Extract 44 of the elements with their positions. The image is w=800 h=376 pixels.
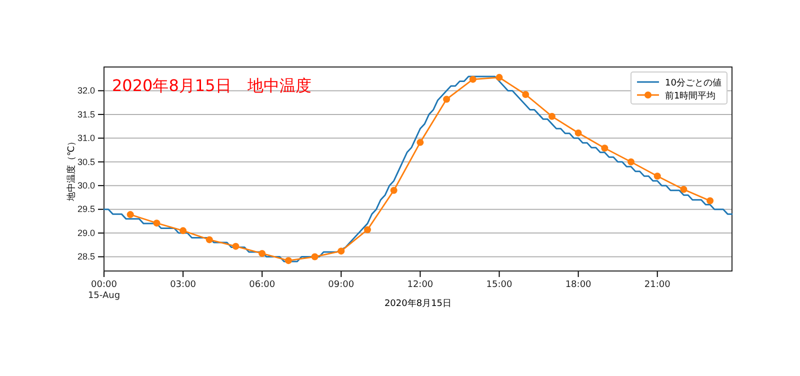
y-tick-label: 31.0 — [77, 133, 95, 144]
y-tick-label: 30.0 — [77, 180, 95, 190]
point — [601, 144, 608, 152]
x-axis-title: 2020年8月15日 — [384, 298, 452, 309]
point — [469, 76, 476, 83]
point — [654, 172, 661, 180]
point — [180, 227, 187, 234]
x-tick-label: 09:00 — [328, 280, 354, 290]
y-axis-title: 地中温度（℃） — [66, 136, 77, 202]
point — [258, 250, 266, 257]
y-tick-label: 28.5 — [77, 252, 95, 262]
y-tick-label: 30.5 — [77, 156, 95, 167]
point — [548, 112, 556, 120]
point — [706, 197, 714, 204]
text: 2020年8月15日 地中温度 — [112, 76, 312, 95]
point — [680, 186, 688, 193]
point — [364, 226, 371, 234]
y-tick-label: 31.5 — [77, 109, 95, 120]
x-tick-label: 18:00 — [565, 280, 592, 290]
x-tick-label: 00:00 15-Aug — [88, 280, 120, 301]
y-tick-label: 29.5 — [77, 204, 95, 214]
point — [496, 74, 503, 81]
point — [153, 220, 160, 227]
x-tick-label: 12:00 — [407, 280, 434, 290]
legend-label: 前1時間平均 — [665, 90, 716, 102]
x-tick-label: 06:00 — [249, 280, 276, 290]
point — [206, 236, 213, 244]
x-tick-label: 21:00 — [644, 280, 671, 290]
point — [284, 257, 292, 264]
point — [416, 138, 424, 146]
y-tick-label: 32.0 — [77, 86, 95, 96]
point — [232, 242, 240, 250]
x-tick-label: 03:00 — [170, 280, 196, 290]
x-tick-label: 15:00 — [486, 280, 512, 290]
legend-label: 10分ごとの値 — [665, 78, 722, 88]
y-tick-label: 29.0 — [77, 228, 95, 238]
point — [628, 158, 634, 166]
point — [574, 129, 582, 136]
point — [311, 253, 318, 260]
point — [126, 211, 134, 218]
point — [338, 248, 345, 255]
point — [443, 96, 450, 103]
point — [522, 91, 530, 98]
point — [390, 186, 398, 194]
